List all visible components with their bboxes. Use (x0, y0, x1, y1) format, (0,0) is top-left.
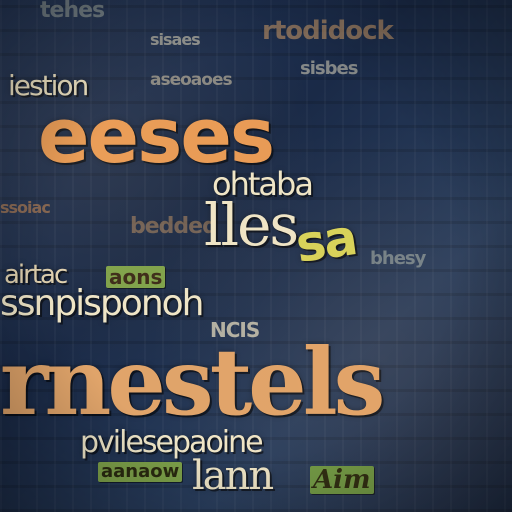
bg-word: rtodidock (262, 16, 394, 46)
collage-word: pvilesepaoine (80, 425, 264, 460)
bg-word: aseoaoes (150, 70, 233, 90)
bg-word: bedded (130, 214, 218, 239)
collage-word: ohtaba (212, 165, 314, 203)
bg-word: tehes (40, 0, 105, 23)
label-tile: Aim (310, 466, 374, 494)
headline-word-bottom: rnestels (0, 328, 385, 436)
collage-word: ssnpisponoh (0, 283, 204, 324)
bg-word: sisaes (150, 30, 201, 49)
bg-word: bhesy (370, 248, 426, 269)
bg-word: ssoiac (0, 198, 51, 217)
label-tile: aanaow (98, 462, 183, 482)
headline-accent: sa (292, 208, 360, 274)
bg-word: NCIS (210, 318, 260, 342)
collage-word: airtac (4, 260, 68, 290)
collage-word: iestion (8, 69, 89, 102)
headline-word-middle: lles (204, 191, 299, 259)
label-tile: aons (106, 266, 166, 288)
collage-word: lann (192, 453, 274, 499)
bg-word: sisbes (300, 58, 358, 79)
headline-word-top: eeses (38, 91, 275, 180)
